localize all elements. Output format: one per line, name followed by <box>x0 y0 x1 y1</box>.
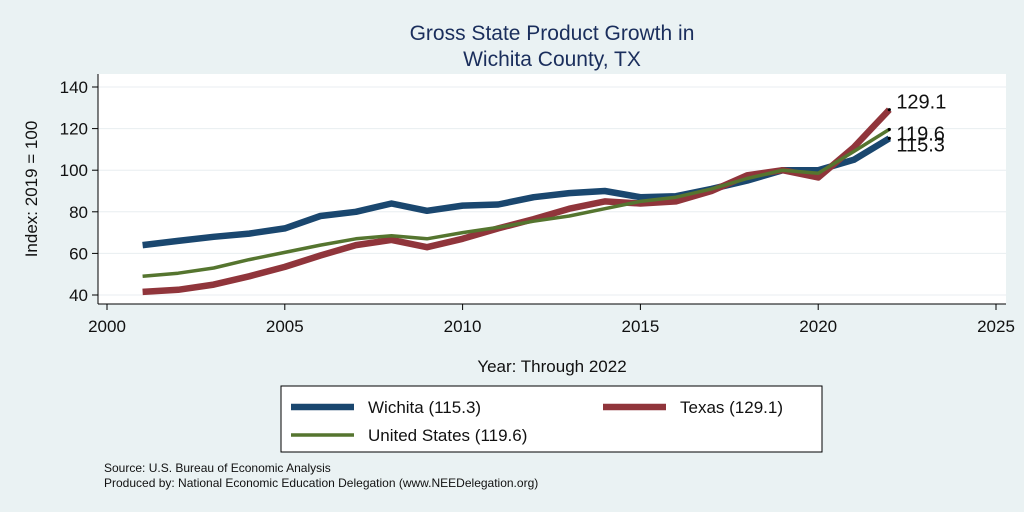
source-note: Source: U.S. Bureau of Economic Analysis <box>104 461 331 475</box>
end-labels: 115.3 129.1 119.6 <box>887 92 946 156</box>
x-tick-label-2015: 2015 <box>621 317 659 336</box>
legend-box <box>280 385 823 453</box>
end-point-wichita <box>887 136 891 140</box>
legend-label-united-states: United States (119.6) <box>368 426 527 445</box>
y-axis-title: Index: 2019 = 100 <box>22 121 41 258</box>
axes <box>97 74 1006 305</box>
produced-by-note: Produced by: National Economic Education… <box>104 476 538 490</box>
x-tick-label-2020: 2020 <box>799 317 837 336</box>
y-tick-label-40: 40 <box>69 286 88 305</box>
x-tick-label-2005: 2005 <box>266 317 304 336</box>
x-tick-label-2000: 2000 <box>88 317 126 336</box>
chart-title-line-1: Gross State Product Growth in <box>410 22 695 45</box>
x-tick-label-2010: 2010 <box>444 317 482 336</box>
end-label-united-states: 119.6 <box>896 123 945 145</box>
x-axis-title: Year: Through 2022 <box>477 357 626 376</box>
end-label-wichita: 115.3 <box>896 134 945 156</box>
y-axis-ticks: 40 60 80 100 120 140 <box>60 78 98 305</box>
x-tick-label-2025: 2025 <box>977 317 1015 336</box>
end-label-texas: 129.1 <box>896 92 946 114</box>
y-tick-label-60: 60 <box>69 244 88 263</box>
x-axis-ticks: 2000 2005 2010 2015 2020 2025 <box>88 304 1015 336</box>
plot-area <box>98 74 1006 304</box>
legend-label-texas: Texas (129.1) <box>680 398 783 417</box>
chart-title-line-2: Wichita County, TX <box>463 48 641 71</box>
series-line-united-states <box>142 127 891 279</box>
y-tick-label-140: 140 <box>60 78 88 97</box>
series-lines <box>142 107 892 296</box>
end-point-texas <box>887 108 891 112</box>
y-tick-label-100: 100 <box>60 161 88 180</box>
y-tick-label-80: 80 <box>69 203 88 222</box>
end-point-united-states <box>887 127 891 132</box>
legend-label-wichita: Wichita (115.3) <box>368 398 481 417</box>
y-tick-label-120: 120 <box>60 120 88 139</box>
legend: Wichita (115.3) Texas (129.1) United Sta… <box>280 385 823 453</box>
